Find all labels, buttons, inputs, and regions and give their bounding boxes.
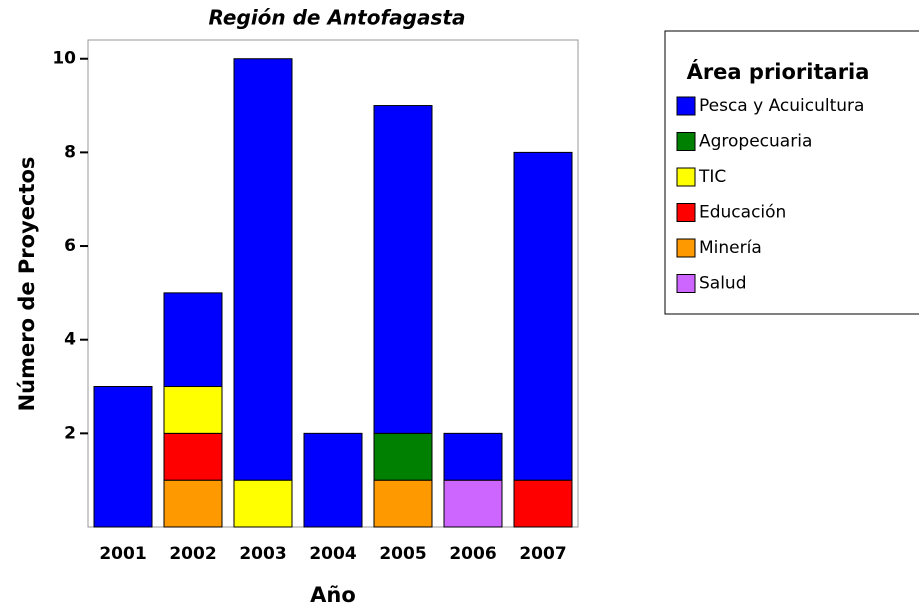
y-tick-label: 4 bbox=[64, 330, 76, 350]
bar-segment bbox=[373, 432, 433, 481]
bar-segment bbox=[303, 432, 363, 528]
y-axis-label: Número de Proyectos bbox=[15, 157, 39, 412]
bar-segment bbox=[163, 386, 223, 434]
x-tick-label: 2003 bbox=[239, 544, 286, 564]
legend-box bbox=[664, 30, 919, 315]
bar-segment bbox=[443, 432, 503, 481]
legend-label: Minería bbox=[699, 238, 762, 258]
y-tick-label: 10 bbox=[52, 49, 76, 69]
x-tick-label: 2006 bbox=[449, 544, 496, 564]
chart-title: Región de Antofagasta bbox=[209, 6, 466, 30]
legend-label: Educación bbox=[699, 203, 786, 223]
bar-segment bbox=[163, 292, 223, 388]
bar-segment bbox=[513, 479, 573, 528]
x-tick-label: 2001 bbox=[99, 544, 146, 564]
y-tick-label: 6 bbox=[64, 236, 76, 256]
bar-segment bbox=[233, 479, 293, 528]
legend-swatch bbox=[676, 274, 696, 293]
x-axis-label: Año bbox=[310, 583, 356, 607]
legend-swatch bbox=[676, 132, 696, 151]
bar-segment bbox=[93, 386, 153, 528]
bar-segment bbox=[373, 105, 433, 434]
bar-segment bbox=[443, 479, 503, 528]
bar-segment bbox=[513, 151, 573, 481]
x-tick-label: 2007 bbox=[519, 544, 566, 564]
bar-segment bbox=[163, 479, 223, 528]
y-tick-label: 2 bbox=[64, 423, 76, 443]
legend-label: Salud bbox=[699, 274, 747, 294]
legend-swatch bbox=[676, 203, 696, 222]
x-tick-label: 2004 bbox=[309, 544, 356, 564]
bar-segment bbox=[233, 58, 293, 481]
legend-swatch bbox=[676, 96, 696, 116]
x-tick-label: 2002 bbox=[169, 544, 216, 564]
x-tick-label: 2005 bbox=[379, 544, 426, 564]
legend-label: TIC bbox=[698, 167, 726, 187]
bar-segment bbox=[373, 479, 433, 528]
legend-title: Área prioritaria bbox=[687, 59, 870, 84]
legend-label: Agropecuaria bbox=[699, 132, 812, 152]
y-tick-label: 8 bbox=[64, 142, 76, 162]
legend-swatch bbox=[676, 238, 696, 258]
legend-label: Pesca y Acuicultura bbox=[699, 96, 864, 116]
legend-swatch bbox=[676, 167, 696, 187]
bar-segment bbox=[163, 432, 223, 481]
